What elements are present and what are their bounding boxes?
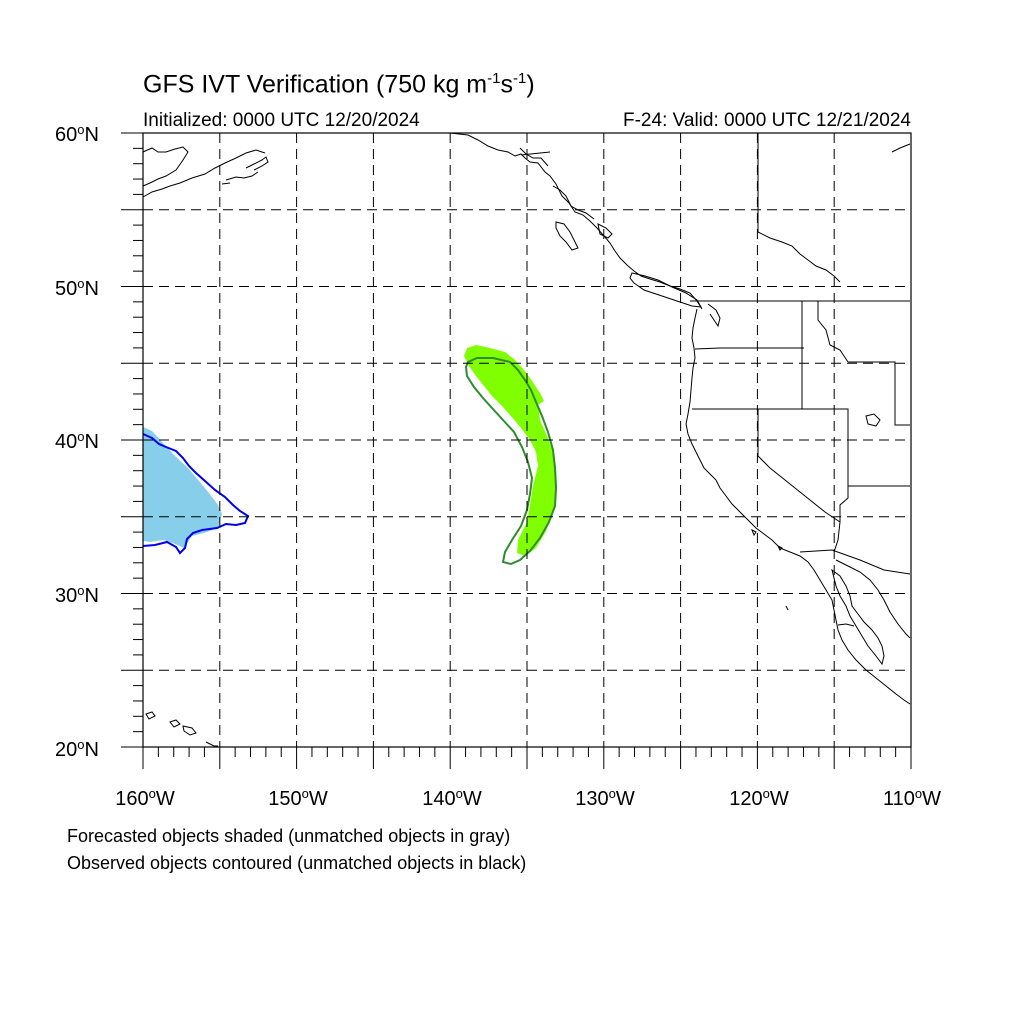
lat-label-40: 40oN — [55, 429, 99, 453]
forecast-object-east — [464, 345, 557, 556]
initialized-time: Initialized: 0000 UTC 12/20/2024 — [143, 110, 420, 131]
lon-label-120w: 120oW — [729, 786, 789, 810]
observed-contour-west — [142, 433, 250, 555]
forecast-object-west — [143, 427, 222, 548]
axis-ticks — [121, 132, 912, 769]
lon-label-110w: 110oW — [882, 786, 942, 810]
coastlines — [142, 132, 911, 747]
lat-label-50: 50oN — [55, 276, 99, 300]
lat-label-60: 60oN — [55, 122, 99, 146]
caption-forecast: Forecasted objects shaded (unmatched obj… — [67, 826, 511, 846]
lon-label-150w: 150oW — [268, 786, 328, 810]
political-borders — [520, 133, 911, 575]
lon-label-140w: 140oW — [422, 786, 482, 810]
observed-contour-east — [464, 357, 558, 566]
valid-time: F-24: Valid: 0000 UTC 12/21/2024 — [623, 110, 911, 131]
lat-label-30: 30oN — [55, 583, 99, 607]
lon-label-130w: 130oW — [575, 786, 635, 810]
caption-observed: Observed objects contoured (unmatched ob… — [67, 853, 527, 873]
chart-title: GFS IVT Verification (750 kg m-1s-1) — [143, 70, 535, 99]
lat-label-20: 20oN — [55, 737, 99, 761]
lat-lon-grid — [143, 133, 911, 747]
lon-label-160w: 160oW — [115, 786, 175, 810]
